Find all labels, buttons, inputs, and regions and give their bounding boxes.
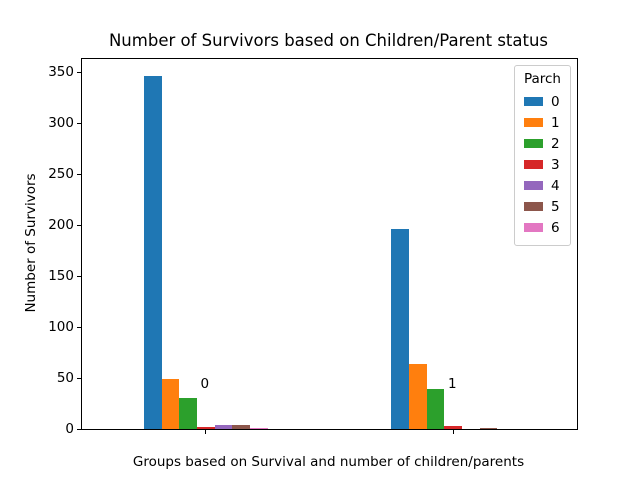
plot-area: Parch 0 1 2 3 4 5 6 0 50 100 150 200 250 300 350	[48, 58, 578, 437]
y-axis-tick-label: 150	[48, 268, 74, 285]
bar-parch-3-group-1	[444, 425, 463, 429]
legend-entry-label: 5	[550, 198, 560, 215]
y-axis-tick-label: 300	[48, 115, 74, 132]
legend-entry-3: 3	[523, 154, 561, 175]
y-axis-tick-label: 250	[48, 166, 74, 183]
y-axis-tick-label: 0	[65, 421, 74, 437]
legend-entry-label: 4	[550, 177, 560, 194]
bar-parch-4-group-0	[214, 424, 233, 429]
y-axis-tick	[77, 122, 81, 124]
bar-parch-1-group-0	[161, 379, 180, 429]
bar-parch-2-group-1	[426, 389, 445, 429]
bar-parch-1-group-1	[409, 363, 427, 429]
legend-entry-1: 1	[523, 112, 561, 133]
y-axis-tick	[77, 71, 81, 73]
y-axis-tick	[77, 377, 81, 379]
y-axis-tick	[77, 173, 81, 175]
legend-entries: 0 1 2 3 4 5 6	[523, 91, 561, 238]
bar-parch-5-group-0	[232, 424, 250, 429]
y-axis-tick-label: 100	[48, 319, 74, 336]
legend-entry-label: 0	[550, 93, 560, 110]
y-axis-tick	[77, 326, 81, 328]
y-axis-tick-label: 350	[48, 64, 74, 81]
legend-swatch-icon	[523, 139, 543, 148]
x-axis-tick	[452, 430, 454, 434]
x-axis-tick	[205, 430, 207, 434]
legend-swatch-icon	[523, 97, 543, 106]
bar-parch-0-group-1	[391, 229, 410, 429]
legend-swatch-icon	[523, 181, 543, 190]
bar-parch-0-group-0	[143, 76, 162, 429]
y-axis-tick	[77, 428, 81, 430]
legend-entry-label: 3	[550, 156, 560, 173]
y-axis-label: Number of Survivors	[23, 173, 39, 313]
legend-title: Parch	[523, 71, 561, 87]
chart-title: Number of Survivors based on Children/Pa…	[108, 31, 549, 50]
legend-entry-label: 1	[550, 114, 560, 131]
legend-entry-6: 6	[523, 217, 561, 238]
legend-swatch-icon	[523, 202, 543, 211]
legend-entry-label: 6	[550, 219, 560, 236]
legend-swatch-icon	[523, 223, 543, 232]
bar-parch-2-group-0	[179, 398, 197, 429]
legend: Parch 0 1 2 3 4 5 6	[513, 65, 571, 246]
legend-swatch-icon	[523, 118, 543, 127]
legend-entry-0: 0	[523, 91, 561, 112]
legend-entry-label: 2	[550, 135, 560, 152]
y-axis-tick	[77, 224, 81, 226]
y-axis-tick-label: 50	[56, 370, 74, 387]
bar-parch-6-group-0	[249, 427, 268, 429]
legend-entry-2: 2	[523, 133, 561, 154]
bar-parch-3-group-0	[196, 426, 215, 429]
legend-entry-4: 4	[523, 175, 561, 196]
x-axis-label: Groups based on Survival and number of c…	[132, 454, 525, 470]
y-axis-tick-label: 200	[48, 217, 74, 234]
y-axis-tick	[77, 275, 81, 277]
x-axis-tick-label: 1	[447, 376, 457, 392]
bar-parch-5-group-1	[479, 427, 498, 429]
x-axis-tick-label: 0	[200, 376, 210, 392]
legend-swatch-icon	[523, 160, 543, 169]
legend-entry-5: 5	[523, 196, 561, 217]
